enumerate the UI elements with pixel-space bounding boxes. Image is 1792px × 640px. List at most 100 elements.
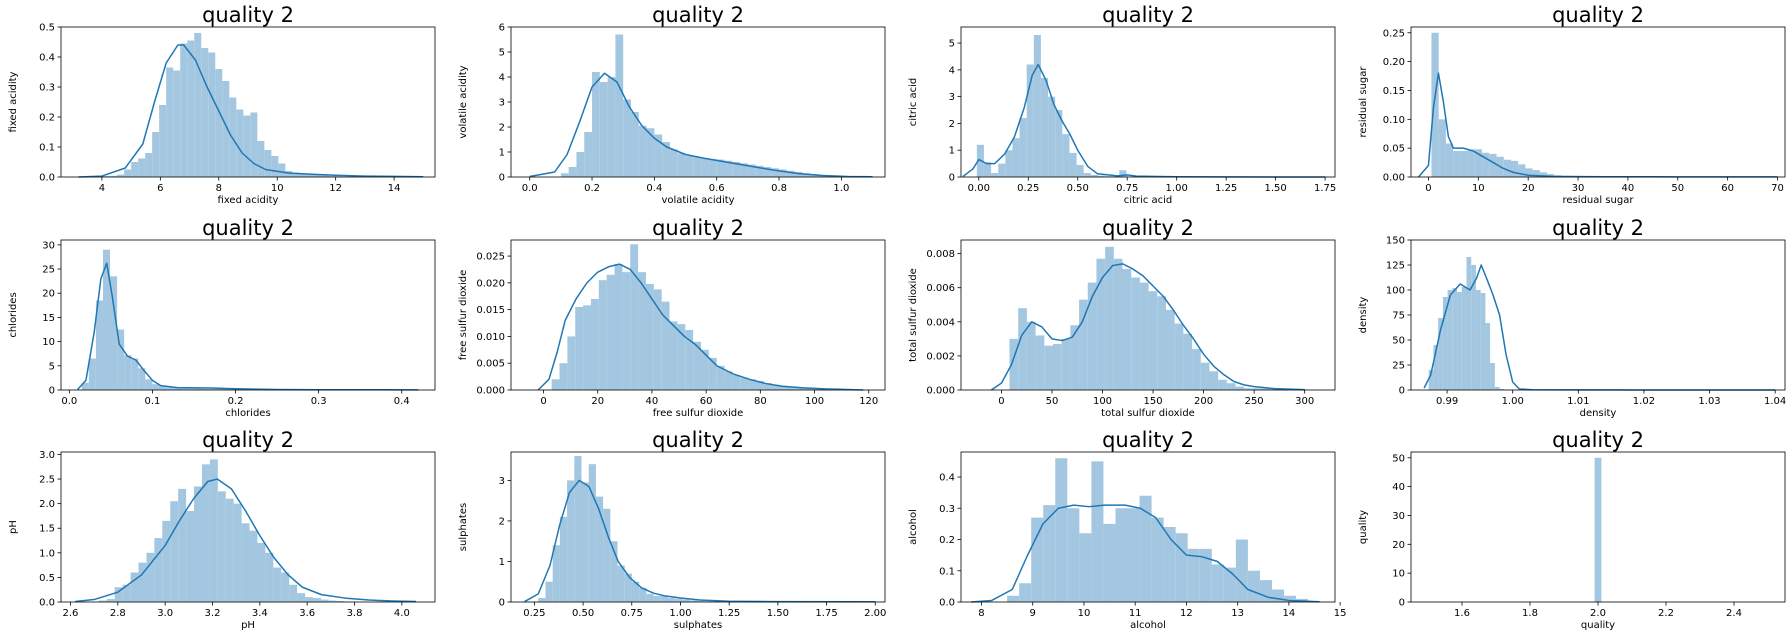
histogram-bar bbox=[598, 280, 607, 390]
x-tick-label: 11 bbox=[1129, 608, 1142, 619]
y-tick-label: 30 bbox=[1392, 511, 1405, 522]
y-tick-label: 0 bbox=[1399, 386, 1405, 397]
y-tick-label: 0.2 bbox=[39, 113, 55, 124]
x-axis-label: alcohol bbox=[1130, 620, 1166, 631]
x-tick-label: 50 bbox=[1046, 396, 1059, 407]
y-tick-label: 10 bbox=[1392, 569, 1405, 580]
y-axis-label: fixed acidity bbox=[8, 71, 19, 132]
histogram-bar bbox=[145, 153, 153, 177]
histogram-bar bbox=[166, 387, 174, 390]
x-tick-label: 14 bbox=[1283, 608, 1296, 619]
histogram-bar bbox=[645, 283, 654, 390]
histogram-bar bbox=[568, 167, 577, 177]
histogram-bar bbox=[1119, 170, 1127, 177]
x-tick-label: 0.75 bbox=[1116, 183, 1138, 194]
histogram-bar bbox=[216, 389, 224, 390]
histogram-bar bbox=[194, 388, 202, 390]
histogram-bar bbox=[81, 382, 89, 390]
histogram-bar bbox=[599, 82, 608, 177]
x-tick-label: 6 bbox=[157, 183, 163, 194]
x-tick-label: 60 bbox=[1721, 183, 1734, 194]
subplot-6: 0 20 40 60 80 100 120 0.000 0.005 0.010 0.015 0.020… bbox=[458, 216, 886, 419]
histogram-bar bbox=[1087, 282, 1097, 390]
y-tick-label: 0.010 bbox=[476, 332, 505, 343]
histogram-bar bbox=[779, 385, 788, 390]
histogram-bar bbox=[313, 174, 321, 177]
histogram-bar bbox=[264, 150, 272, 177]
x-tick-label: 200 bbox=[1194, 396, 1213, 407]
histogram-bar bbox=[1252, 388, 1262, 390]
histogram-bar bbox=[208, 52, 216, 177]
y-tick-label: 0.4 bbox=[939, 473, 955, 484]
y-tick-label: 0.000 bbox=[926, 386, 955, 397]
histogram-bar bbox=[991, 172, 999, 177]
y-tick-label: 4 bbox=[949, 65, 955, 76]
histogram-bar bbox=[187, 388, 195, 390]
histogram-bar bbox=[756, 380, 764, 390]
histogram-bar bbox=[630, 112, 639, 177]
histogram-bar bbox=[708, 357, 717, 390]
histogram-bar bbox=[559, 363, 568, 390]
x-tick-label: 2.4 bbox=[1726, 608, 1742, 619]
x-tick-label: 3.4 bbox=[252, 608, 268, 619]
histogram-bar bbox=[677, 324, 686, 390]
histogram-bar bbox=[215, 69, 223, 177]
y-axis-label: free sulfur dioxide bbox=[458, 270, 469, 361]
histogram-bar bbox=[1510, 160, 1519, 177]
histogram-bar bbox=[732, 162, 741, 177]
histogram-bar bbox=[250, 112, 258, 177]
histogram-bar bbox=[685, 330, 694, 390]
histogram-bar bbox=[159, 105, 167, 177]
histogram-bar bbox=[1259, 580, 1272, 603]
histogram-bar bbox=[661, 301, 670, 390]
histogram-bar bbox=[551, 379, 560, 390]
histogram-bar bbox=[152, 132, 160, 177]
histogram-bar bbox=[607, 77, 616, 177]
histogram-bar bbox=[1192, 349, 1201, 390]
histogram-bar bbox=[187, 40, 195, 177]
y-tick-label: 0.4 bbox=[39, 53, 55, 64]
histogram-bar bbox=[732, 375, 741, 390]
axes-frame bbox=[510, 451, 886, 603]
histogram-bar bbox=[1494, 387, 1500, 390]
histogram-bar bbox=[131, 162, 139, 177]
kde-line bbox=[971, 504, 1320, 603]
y-tick-label: 5 bbox=[949, 39, 955, 50]
histogram-bar bbox=[233, 503, 242, 602]
kde-line bbox=[75, 478, 417, 603]
histogram-bar bbox=[696, 600, 705, 602]
y-tick-label: 40 bbox=[1392, 482, 1405, 493]
y-tick-label: 3 bbox=[949, 92, 955, 103]
histogram-bar bbox=[1157, 296, 1166, 390]
histogram-bar bbox=[682, 599, 690, 602]
histogram-bar bbox=[747, 164, 756, 177]
histogram-bar bbox=[595, 496, 604, 602]
y-tick-label: 50 bbox=[1392, 336, 1405, 347]
histogram-bar bbox=[638, 272, 646, 390]
histogram-bar bbox=[1096, 258, 1106, 390]
subplot-1: 4 6 8 10 12 14 0.0 0.1 0.2 0.3 0.4 0.5 quality 2 fixe… bbox=[8, 3, 436, 206]
y-tick-label: 0.2 bbox=[939, 535, 955, 546]
y-tick-label: 0.015 bbox=[476, 305, 505, 316]
x-tick-label: 0.4 bbox=[646, 183, 662, 194]
x-axis-label: sulphates bbox=[674, 620, 722, 631]
histogram-bar bbox=[180, 43, 188, 177]
histogram-bar bbox=[1489, 153, 1497, 177]
histogram-bar bbox=[693, 157, 702, 177]
histogram-bar bbox=[320, 175, 328, 177]
y-tick-label: 0.15 bbox=[1383, 86, 1405, 97]
histogram-bar bbox=[1097, 175, 1106, 177]
y-tick-label: 20 bbox=[1392, 540, 1405, 551]
histogram-bar bbox=[811, 388, 819, 390]
histogram-bar bbox=[1428, 370, 1434, 390]
x-tick-label: 2.00 bbox=[864, 608, 886, 619]
histogram-bar bbox=[654, 134, 663, 177]
histogram-bar bbox=[1461, 287, 1467, 390]
subplot-title: quality 2 bbox=[1102, 3, 1194, 27]
y-tick-label: 50 bbox=[1392, 453, 1405, 464]
histogram-bar bbox=[771, 168, 780, 177]
y-axis-label: density bbox=[1358, 297, 1369, 334]
histogram-bar bbox=[1471, 265, 1476, 390]
histogram-bar bbox=[194, 33, 202, 177]
